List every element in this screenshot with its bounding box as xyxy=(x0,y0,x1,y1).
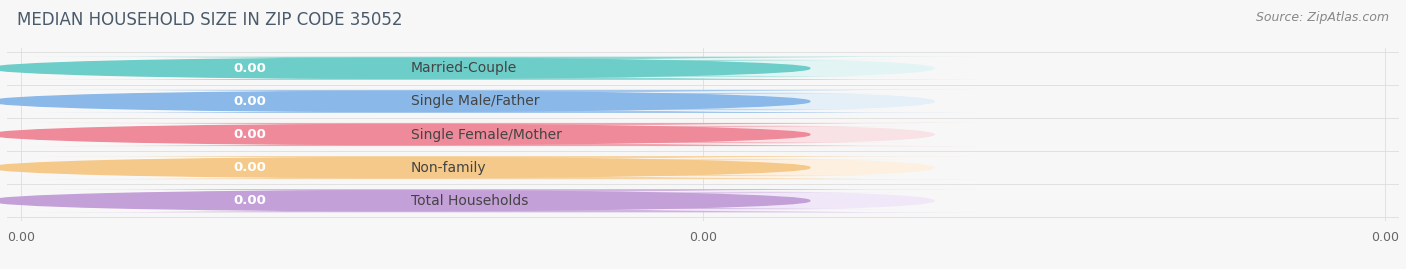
FancyBboxPatch shape xyxy=(22,156,976,179)
FancyBboxPatch shape xyxy=(218,159,905,176)
Text: Married-Couple: Married-Couple xyxy=(411,61,517,75)
FancyBboxPatch shape xyxy=(457,57,976,80)
FancyBboxPatch shape xyxy=(457,123,976,146)
Text: Single Male/Father: Single Male/Father xyxy=(411,94,540,108)
Circle shape xyxy=(0,125,810,144)
FancyBboxPatch shape xyxy=(22,57,976,80)
Text: Total Households: Total Households xyxy=(411,194,529,208)
Text: Source: ZipAtlas.com: Source: ZipAtlas.com xyxy=(1256,11,1389,24)
FancyBboxPatch shape xyxy=(457,90,976,113)
FancyBboxPatch shape xyxy=(22,90,976,113)
Text: Single Female/Mother: Single Female/Mother xyxy=(411,128,562,141)
FancyBboxPatch shape xyxy=(30,92,772,111)
Circle shape xyxy=(0,91,810,111)
Text: 0.00: 0.00 xyxy=(233,62,266,75)
FancyBboxPatch shape xyxy=(22,123,976,146)
Circle shape xyxy=(0,158,810,178)
FancyBboxPatch shape xyxy=(30,158,772,177)
FancyBboxPatch shape xyxy=(218,60,905,77)
FancyBboxPatch shape xyxy=(457,189,976,212)
FancyBboxPatch shape xyxy=(218,93,905,110)
FancyBboxPatch shape xyxy=(218,126,905,143)
Circle shape xyxy=(0,58,810,78)
FancyBboxPatch shape xyxy=(30,125,772,144)
Text: 0.00: 0.00 xyxy=(233,128,266,141)
FancyBboxPatch shape xyxy=(457,156,976,179)
FancyBboxPatch shape xyxy=(30,59,772,77)
FancyBboxPatch shape xyxy=(218,192,905,209)
Text: 0.00: 0.00 xyxy=(233,161,266,174)
FancyBboxPatch shape xyxy=(30,192,772,210)
Text: 0.00: 0.00 xyxy=(233,194,266,207)
Text: MEDIAN HOUSEHOLD SIZE IN ZIP CODE 35052: MEDIAN HOUSEHOLD SIZE IN ZIP CODE 35052 xyxy=(17,11,402,29)
FancyBboxPatch shape xyxy=(22,189,976,212)
Text: 0.00: 0.00 xyxy=(233,95,266,108)
Circle shape xyxy=(0,191,810,211)
Text: Non-family: Non-family xyxy=(411,161,486,175)
